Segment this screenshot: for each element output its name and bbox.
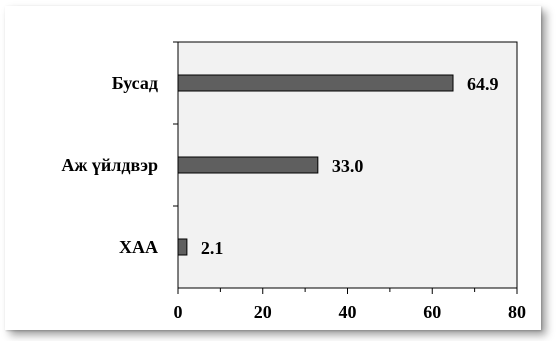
x-tick-label: 60 [423,302,441,322]
value-label: 2.1 [201,238,224,258]
value-labels: 64.9 33.0 2.1 [201,74,499,258]
x-tick-label: 40 [339,302,357,322]
x-tick-label: 80 [508,302,526,322]
bar-1 [177,156,319,174]
value-label: 33.0 [332,156,364,176]
category-label: Аж үйлдвэр [61,155,158,175]
x-tick-label: 20 [254,302,272,322]
category-labels: Бусад Аж үйлдвэр ХАА [61,73,158,257]
category-label: ХАА [119,237,158,257]
bars-group [177,74,454,256]
value-label: 64.9 [467,74,499,94]
category-label: Бусад [112,73,158,93]
x-axis: 0 20 40 60 80 [173,41,526,322]
x-tick-label: 0 [174,302,183,322]
bar-0 [177,74,454,92]
bar-2 [177,238,188,256]
